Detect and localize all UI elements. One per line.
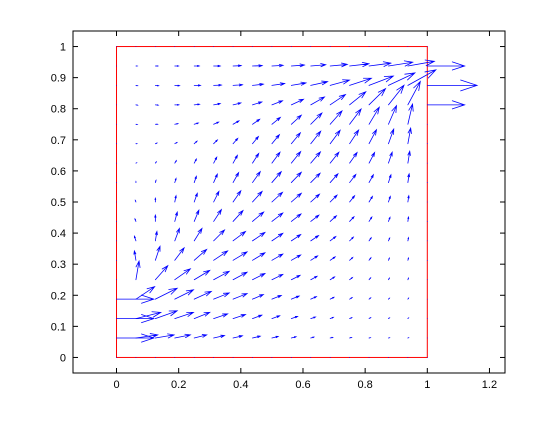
y-tick-label: 0.1	[51, 321, 66, 333]
y-tick-label: 0.3	[51, 259, 66, 271]
y-tick-label: 0.2	[51, 290, 66, 302]
x-tick-label: 0.8	[357, 379, 372, 391]
x-tick-label: 0.2	[171, 379, 186, 391]
y-tick-label: 0.9	[51, 73, 66, 85]
arrow	[155, 198, 156, 202]
arrow	[388, 318, 389, 319]
axes-box	[73, 31, 505, 373]
x-tick-label: 1	[424, 379, 430, 391]
arrow	[155, 105, 158, 106]
x-tick-label: 0.6	[295, 379, 310, 391]
arrow	[175, 104, 179, 105]
arrow	[408, 298, 409, 299]
arrow	[175, 66, 179, 67]
y-tick-label: 0.8	[51, 104, 66, 116]
y-tick-label: 0.5	[51, 197, 66, 209]
y-tick-label: 1	[60, 42, 66, 54]
x-tick-label: 1.2	[482, 379, 497, 391]
arrow	[155, 66, 157, 67]
arrow	[194, 65, 199, 66]
y-tick-label: 0.6	[51, 166, 66, 178]
arrow	[155, 85, 158, 86]
y-tick-label: 0.7	[51, 135, 66, 147]
x-tick-label: 0.4	[233, 379, 248, 391]
arrow	[408, 318, 409, 319]
x-tick-label: 0	[113, 379, 119, 391]
arrow	[388, 298, 389, 299]
y-tick-label: 0	[60, 352, 66, 364]
y-tick-label: 0.4	[51, 228, 66, 240]
